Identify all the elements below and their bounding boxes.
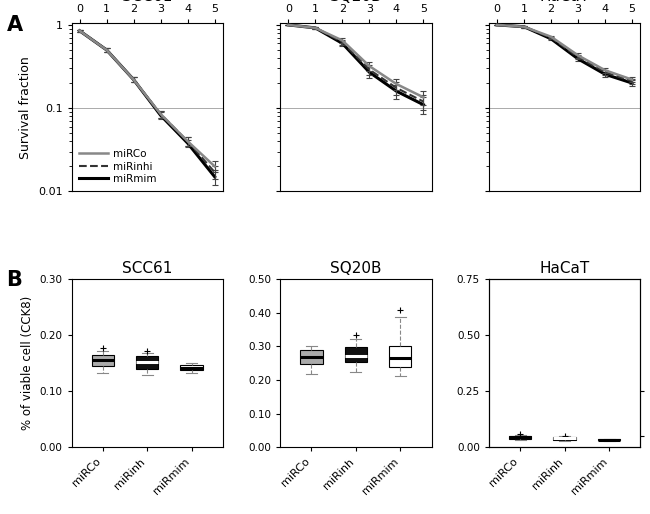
Title: SQ20B: SQ20B <box>330 261 382 277</box>
Title: SQ20B: SQ20B <box>330 0 382 4</box>
PathPatch shape <box>598 439 620 440</box>
Y-axis label: Survival fraction: Survival fraction <box>20 56 32 159</box>
Y-axis label: % of viable cell (CCK8): % of viable cell (CCK8) <box>21 296 34 430</box>
PathPatch shape <box>389 345 411 367</box>
Text: A: A <box>6 15 23 35</box>
PathPatch shape <box>92 355 114 366</box>
Title: SCC61: SCC61 <box>122 261 172 277</box>
Title: HaCaT: HaCaT <box>540 0 590 4</box>
Text: B: B <box>6 270 22 290</box>
Title: HaCaT: HaCaT <box>540 261 590 277</box>
Legend: miRCo, miRinhi, miRmim: miRCo, miRinhi, miRmim <box>77 147 159 186</box>
PathPatch shape <box>300 350 322 364</box>
PathPatch shape <box>344 347 367 362</box>
PathPatch shape <box>509 436 531 438</box>
PathPatch shape <box>181 365 203 370</box>
PathPatch shape <box>136 356 158 369</box>
Title: SCC61: SCC61 <box>122 0 172 4</box>
PathPatch shape <box>554 437 576 439</box>
